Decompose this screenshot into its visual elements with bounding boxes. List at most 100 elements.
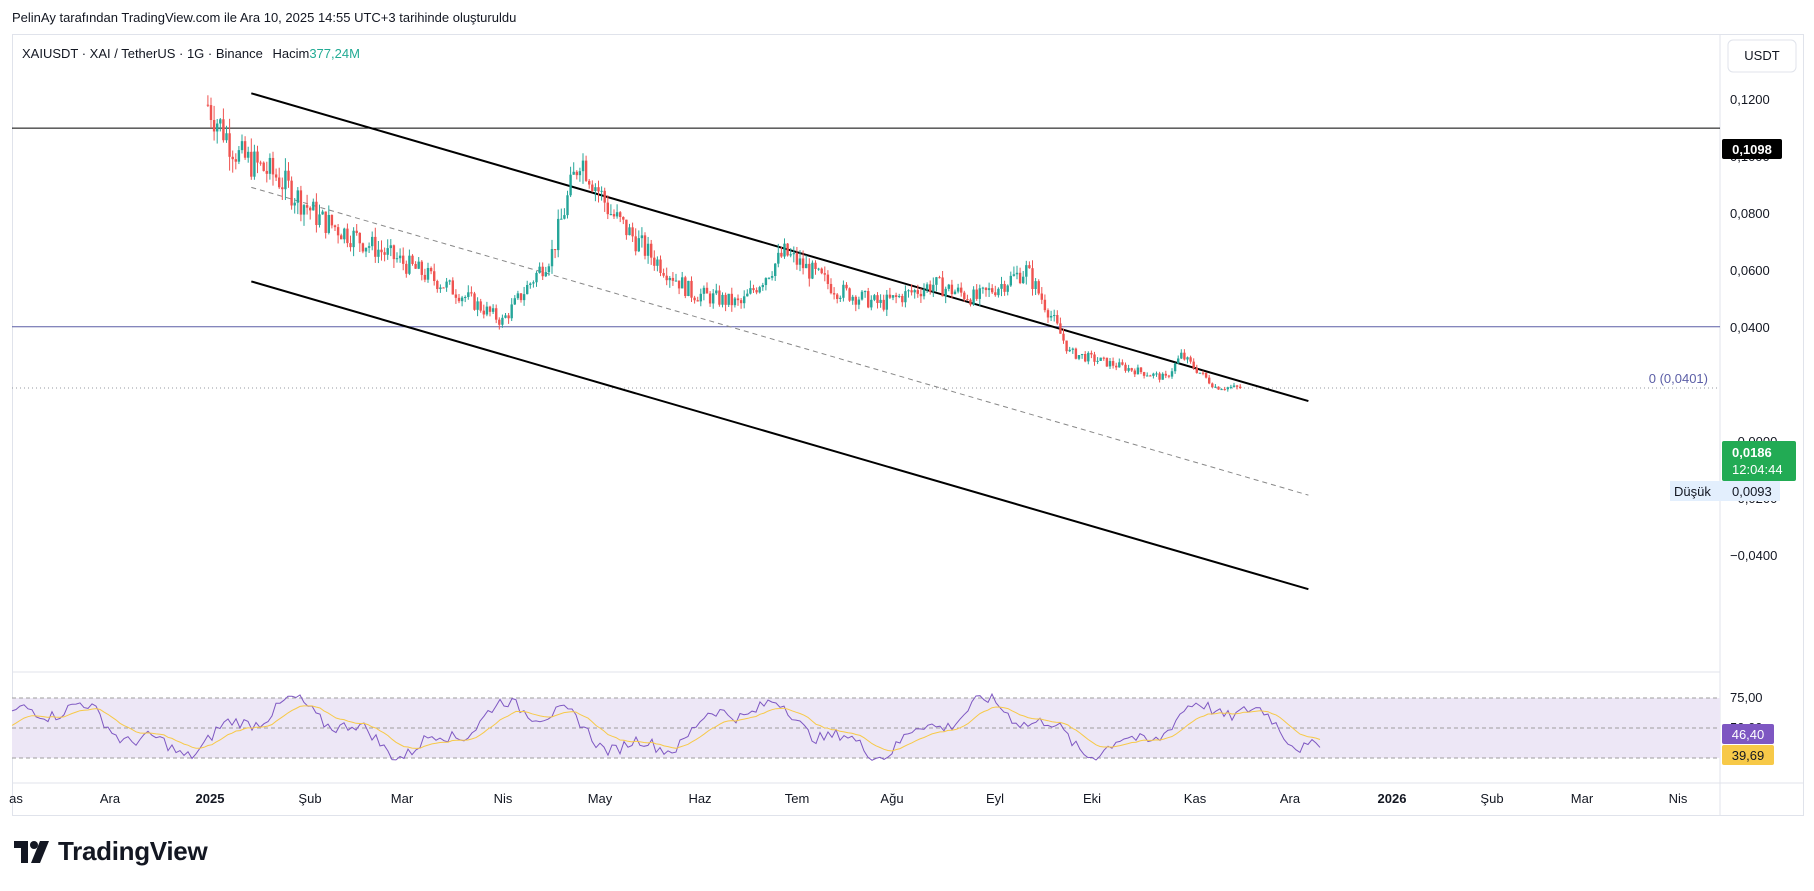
candle-body xyxy=(662,272,665,276)
candle-body xyxy=(284,170,287,190)
candle-body xyxy=(367,246,371,248)
time-axis-label: Tem xyxy=(785,791,810,806)
candle-body xyxy=(364,247,368,252)
candle-body xyxy=(1155,373,1158,375)
candle-body xyxy=(805,263,808,269)
candle-body xyxy=(318,214,321,225)
candle-body xyxy=(1096,360,1099,362)
candle-body xyxy=(792,253,795,255)
candle-body xyxy=(1077,355,1081,359)
rsi-ma-badge xyxy=(1722,745,1774,765)
candle-body xyxy=(212,120,216,132)
symbol-legend[interactable]: XAIUSDT · XAI / TetherUS · 1G · Binance … xyxy=(22,46,360,61)
candle-body xyxy=(1239,386,1242,389)
candle-body xyxy=(777,252,780,264)
candle-body xyxy=(473,293,476,310)
candle-body xyxy=(1108,361,1112,367)
candle-body xyxy=(1167,375,1171,377)
candle-body xyxy=(327,214,330,233)
candle-body xyxy=(519,293,523,301)
time-axis[interactable]: as Ara 2025 Şub Mar Nis May Haz Tem Ağu Eyl Eki Kas A… xyxy=(9,791,1688,806)
candle-body xyxy=(659,259,662,273)
candle-body xyxy=(228,133,231,157)
candle-body xyxy=(380,249,383,253)
candle-body xyxy=(851,296,854,301)
candle-body xyxy=(690,280,693,298)
candle-body xyxy=(1099,357,1102,361)
candle-body xyxy=(1012,274,1016,276)
candle-body xyxy=(553,249,557,251)
currency-button[interactable] xyxy=(1727,39,1797,73)
candle-body xyxy=(1220,389,1223,391)
channel-lower-line xyxy=(251,280,1309,591)
candle-body xyxy=(597,187,600,192)
candle-body xyxy=(631,227,634,237)
candle-body xyxy=(1223,389,1226,391)
candle-body xyxy=(457,297,461,302)
candle-body xyxy=(1102,357,1105,359)
candle-body xyxy=(1065,340,1068,352)
candle-body xyxy=(743,296,746,304)
candle-body xyxy=(705,287,709,294)
candles xyxy=(206,95,1242,392)
candle-body xyxy=(746,293,749,297)
candle-body xyxy=(836,294,839,299)
tradingview-logo[interactable]: TradingView xyxy=(14,836,208,867)
candle-body xyxy=(960,287,963,293)
candle-body xyxy=(1146,375,1149,377)
candle-body xyxy=(1062,333,1065,341)
candle-body xyxy=(795,253,799,265)
candle-body xyxy=(299,190,303,215)
candle-body xyxy=(721,294,724,305)
candle-body xyxy=(386,248,389,255)
candle-body xyxy=(312,201,315,211)
candle-body xyxy=(758,287,761,293)
candle-body xyxy=(1170,371,1174,377)
candle-body xyxy=(296,190,299,203)
channel-upper-line xyxy=(251,92,1309,403)
candle-body xyxy=(1158,373,1161,380)
candle-body xyxy=(1152,373,1155,376)
candle-body xyxy=(699,293,702,302)
candle-body xyxy=(1006,285,1009,292)
candle-body xyxy=(259,162,262,164)
candle-body xyxy=(687,280,690,296)
price-tick-label: 0,1200 xyxy=(1730,92,1770,107)
candle-body xyxy=(1124,364,1127,371)
candle-body xyxy=(798,258,802,265)
candle-body xyxy=(814,262,817,269)
candle-body xyxy=(355,230,358,233)
tradingview-logo-icon xyxy=(14,840,49,863)
candle-body xyxy=(1235,385,1239,387)
candle-body xyxy=(305,205,309,208)
candle-body xyxy=(684,277,687,296)
candle-body xyxy=(730,293,733,306)
candle-body xyxy=(470,292,473,294)
candle-body xyxy=(271,157,275,175)
candle-body xyxy=(1087,352,1090,362)
candle-body xyxy=(978,288,981,299)
candle-body xyxy=(302,205,306,215)
candle-body xyxy=(460,297,464,302)
candle-body xyxy=(340,235,343,240)
candle-body xyxy=(1043,299,1047,311)
candle-body xyxy=(330,214,334,226)
candle-body xyxy=(994,292,997,296)
candle-body xyxy=(281,187,284,190)
time-axis-label: Şub xyxy=(298,791,321,806)
candle-body xyxy=(1183,352,1186,360)
candle-body xyxy=(1022,276,1025,284)
candle-body xyxy=(563,215,566,219)
candle-body xyxy=(929,284,932,292)
candle-body xyxy=(941,277,944,297)
candle-body xyxy=(1226,387,1229,390)
candle-body xyxy=(234,159,237,162)
candle-body xyxy=(1192,361,1195,369)
candle-body xyxy=(1040,293,1043,300)
chart-credit-note: PelinAy tarafından TradingView.com ile A… xyxy=(12,10,517,25)
candle-body xyxy=(755,290,758,293)
candle-body xyxy=(1142,372,1146,376)
candle-body xyxy=(910,290,913,293)
candle-body xyxy=(950,284,954,295)
